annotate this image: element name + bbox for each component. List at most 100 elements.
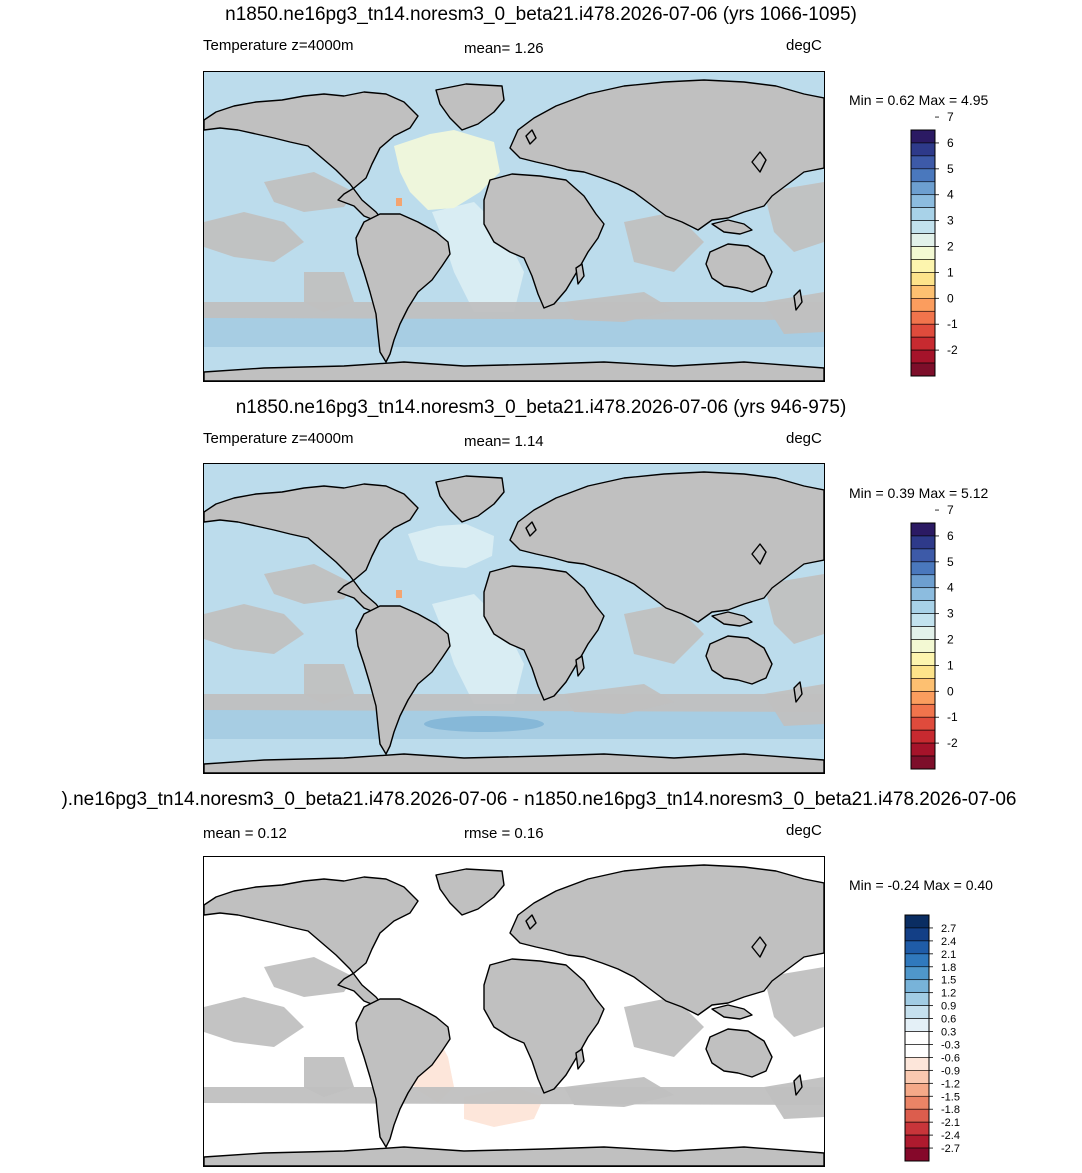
masked-ocean-patch [264, 957, 354, 997]
colorbar-swatch [904, 1031, 930, 1045]
panel-2-map-svg [204, 464, 824, 773]
colorbar-tick-label: 0.6 [941, 1014, 956, 1026]
colorbar-swatch [910, 652, 936, 666]
masked-ocean-patch [204, 302, 824, 320]
colorbar-tick-label: 7 [947, 503, 954, 517]
masked-ocean-patch [204, 212, 304, 262]
colorbar-tick-label: 7 [947, 110, 954, 124]
panel-2-minmax: Min = 0.39 Max = 5.12 [849, 485, 989, 501]
panel-1-units-label: degC [786, 37, 822, 54]
continent-north-america [204, 483, 419, 615]
masked-ocean-patch [564, 1077, 674, 1107]
panel-3-minmax: Min = -0.24 Max = 0.40 [849, 877, 993, 893]
continent-antarctica [204, 753, 824, 773]
colorbar-tick-label: -1.8 [941, 1104, 960, 1116]
continent-japan [751, 543, 767, 565]
continent-north-america [204, 876, 419, 1008]
colorbar-swatch [910, 168, 936, 183]
continent-south-america [355, 213, 451, 363]
colorbar-tick-label: 2 [947, 240, 954, 254]
masked-ocean-patch [204, 997, 304, 1047]
continent-greenland [435, 475, 505, 523]
colorbar-tick-label: 1 [947, 658, 954, 672]
panel-3-map [203, 856, 825, 1167]
colorbar-swatch [910, 716, 936, 731]
panel-2-map [203, 463, 825, 774]
colorbar-swatch [910, 233, 936, 247]
colorbar-tick-label: 2.1 [941, 949, 956, 961]
masked-ocean-patch [204, 694, 824, 712]
colorbar-swatch [910, 535, 936, 550]
colorbar-tick-label: 0.3 [941, 1027, 956, 1039]
colorbar-swatch [910, 323, 936, 338]
colorbar-tick-label: 2.7 [941, 923, 956, 935]
colorbar-swatch [904, 992, 930, 1006]
masked-ocean-patch [204, 1087, 824, 1105]
colorbar-tick-label: -1 [947, 317, 958, 331]
colorbar-swatch [904, 1095, 930, 1110]
colorbar-frame [904, 914, 930, 1162]
colorbar-tick-label: 0 [947, 684, 954, 698]
continent-indonesia [711, 219, 753, 235]
colorbar-tick-label: 4 [947, 188, 954, 202]
colorbar-swatch [910, 678, 936, 692]
weddell-sea-cold-region [424, 716, 544, 732]
colorbar-swatch [910, 336, 936, 351]
colorbar-swatch [910, 129, 936, 144]
colorbar-swatch [910, 587, 936, 601]
colorbar-tick-label: 3 [947, 214, 954, 228]
panel-1-minmax: Min = 0.62 Max = 4.95 [849, 92, 989, 108]
continent-africa [483, 958, 605, 1094]
masked-ocean-patch [624, 212, 704, 272]
panel-1-colorbar-svg: -2 -1 0 1 2 3 4 5 6 7 [910, 110, 958, 377]
colorbar-tick-label: 6 [947, 529, 954, 543]
continent-australia [705, 243, 773, 293]
colorbar-swatch [910, 349, 936, 364]
continent-madagascar [575, 655, 585, 677]
colorbar-swatch [904, 1018, 930, 1032]
colorbar-tick-label: -1.2 [941, 1078, 960, 1090]
masked-ocean-patch [304, 272, 354, 312]
colorbar-swatch [910, 285, 936, 299]
colorbar-swatch [910, 362, 936, 377]
colorbar-swatch [910, 665, 936, 679]
colorbar-swatch [904, 1005, 930, 1019]
north-atlantic-region [408, 524, 494, 568]
continent-africa [483, 565, 605, 701]
colorbar-swatch [910, 574, 936, 589]
colorbar-tick-label: 1.8 [941, 962, 956, 974]
masked-ocean-patch [764, 292, 824, 334]
colorbar-swatch [910, 600, 936, 614]
masked-ocean-patch [624, 997, 704, 1057]
masked-ocean-patch [764, 967, 824, 1037]
continent-britain [525, 129, 537, 145]
colorbar-tick-label: -0.3 [941, 1039, 960, 1051]
colorbar-swatch [904, 927, 930, 942]
colorbar-swatch [910, 259, 936, 273]
panel-3-title: ).ne16pg3_tn14.noresm3_0_beta21.i478.202… [61, 789, 1017, 810]
north-atlantic-warm-region [394, 130, 500, 210]
colorbar-swatch [910, 220, 936, 234]
colorbar-swatch [910, 142, 936, 157]
colorbar-tick-label: -1 [947, 710, 958, 724]
colorbar-swatch [910, 272, 936, 286]
continent-australia [705, 635, 773, 685]
panel-3-units-label: degC [786, 822, 822, 839]
continent-britain [525, 914, 537, 930]
colorbar-swatch [910, 613, 936, 627]
colorbar-tick-label: 2.4 [941, 936, 956, 948]
colorbar-swatch [910, 561, 936, 576]
colorbar-swatch [910, 755, 936, 770]
continent-indonesia [711, 611, 753, 627]
continent-eurasia [509, 864, 824, 1016]
masked-ocean-patch [304, 1057, 354, 1097]
colorbar-swatch [904, 1057, 930, 1071]
masked-ocean-patch [264, 172, 354, 212]
panel-3-colorbar: -2.7 -2.4 -2.1 -1.8 -1.5 -1.2 -0.9 -0.6 -0.3 0.3 0… [904, 914, 975, 1165]
colorbar-tick-label: 0.9 [941, 1001, 956, 1013]
masked-ocean-patch [564, 292, 674, 322]
colorbar-swatch [910, 522, 936, 537]
panel-2-mean-label: mean= 1.14 [464, 433, 544, 450]
panel-3-map-svg [204, 857, 824, 1166]
masked-ocean-patch [764, 182, 824, 252]
